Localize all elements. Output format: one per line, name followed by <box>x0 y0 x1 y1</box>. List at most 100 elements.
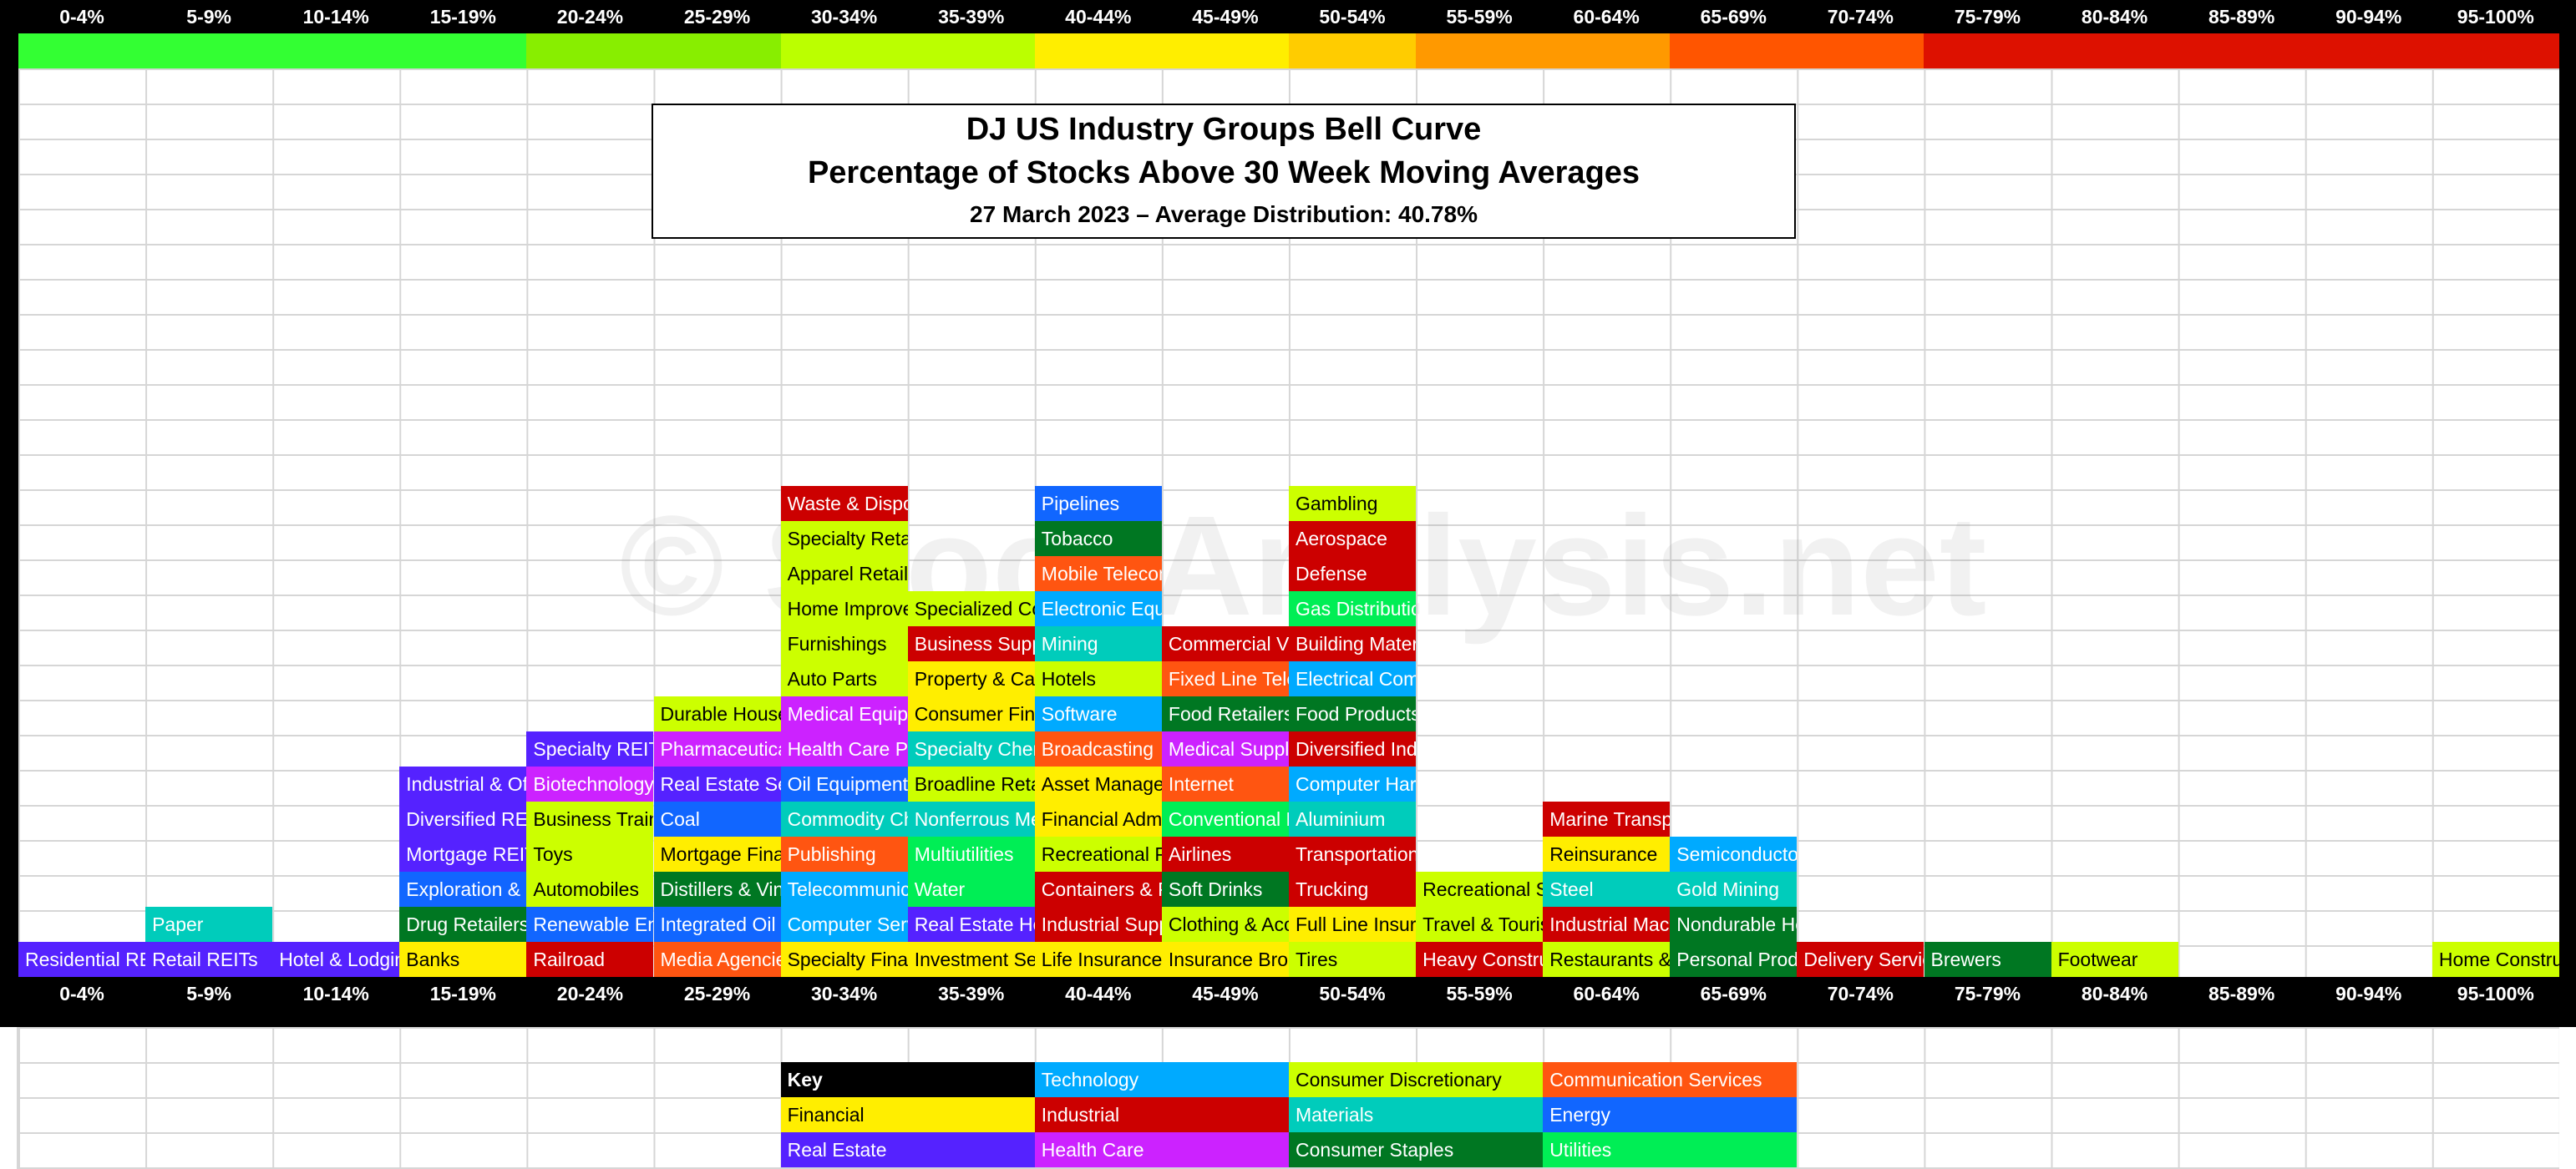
industry-group-cell: Hotels <box>1034 661 1162 696</box>
key-sector-swatch: Health Care <box>1034 1132 1289 1167</box>
footer-range-label: 35-39% <box>938 982 1005 1005</box>
industry-group-cell: Computer Hardware <box>1289 767 1417 802</box>
industry-group-cell: Trucking <box>1289 872 1417 907</box>
industry-group-cell: Brewers <box>1924 942 2051 977</box>
footer-range-label: 40-44% <box>1065 982 1132 1005</box>
header-range-label: 5-9% <box>186 5 231 28</box>
industry-group-cell: Tobacco <box>1034 521 1162 556</box>
industry-group-cell: Diversified Industrials <box>1289 731 1417 767</box>
header-range-label: 30-34% <box>810 5 878 28</box>
industry-group-cell: Property & Casualty <box>907 661 1035 696</box>
industry-group-cell: Industrial Suppliers <box>1034 907 1162 942</box>
industry-group-cell: Personal Products <box>1670 942 1798 977</box>
industry-group-cell: Conventional Electricity <box>1161 802 1289 837</box>
footer-range-label: 45-49% <box>1192 982 1259 1005</box>
industry-group-cell: Furnishings <box>780 626 908 661</box>
footer-range-label: 25-29% <box>683 982 751 1005</box>
industry-group-cell: Electronic Equipment <box>1034 591 1162 626</box>
industry-group-cell: Pharmaceuticals <box>653 731 781 767</box>
key-sector-swatch: Energy <box>1543 1097 1798 1132</box>
key-sector-swatch: Technology <box>1034 1062 1289 1097</box>
industry-group-cell: Computer Services <box>780 907 908 942</box>
industry-group-cell: Consumer Finance <box>907 696 1035 731</box>
range-color-swatch <box>272 33 400 68</box>
range-color-swatch <box>780 33 908 68</box>
industry-group-cells: Residential REITsRetail REITsPaperHotel … <box>18 68 2559 977</box>
industry-group-cell: Delivery Services <box>1797 942 1924 977</box>
footer-range-label: 30-34% <box>810 982 878 1005</box>
header-range-label: 60-64% <box>1573 5 1640 28</box>
industry-group-cell: Durable Household Products <box>653 696 781 731</box>
range-color-swatch <box>2431 33 2559 68</box>
industry-group-cell: Industrial Machinery <box>1543 907 1671 942</box>
industry-group-cell: Coal <box>653 802 781 837</box>
industry-group-cell: Defense <box>1289 556 1417 591</box>
industry-group-cell: Exploration & Production <box>399 872 527 907</box>
industry-group-cell: Residential REITs <box>18 942 146 977</box>
industry-group-cell: Life Insurance <box>1034 942 1162 977</box>
industry-group-cell: Railroad <box>526 942 654 977</box>
range-color-swatch <box>1416 33 1544 68</box>
range-color-swatch <box>2051 33 2178 68</box>
footer-range-label: 75-79% <box>1954 982 2021 1005</box>
header-range-label: 15-19% <box>429 5 496 28</box>
chart-title-box: DJ US Industry Groups Bell Curve Percent… <box>652 104 1796 239</box>
industry-group-cell: Broadline Retailers <box>907 767 1035 802</box>
footer-range-label: 90-94% <box>2335 982 2402 1005</box>
industry-group-cell: Specialty Retailers <box>780 521 908 556</box>
industry-group-cell: Gas Distribution <box>1289 591 1417 626</box>
industry-group-cell: Mortgage REITs <box>399 837 527 872</box>
range-color-swatch <box>653 33 781 68</box>
industry-group-cell: Recreational Products <box>1034 837 1162 872</box>
range-color-swatch <box>2178 33 2305 68</box>
industry-group-cell: Real Estate Holding <box>907 907 1035 942</box>
footer-range-label: 60-64% <box>1573 982 1640 1005</box>
industry-group-cell: Commercial Vehicles <box>1161 626 1289 661</box>
range-color-swatch <box>1670 33 1798 68</box>
header-range-label: 70-74% <box>1827 5 1894 28</box>
industry-group-cell: Building Materials <box>1289 626 1417 661</box>
industry-group-cell: Commodity Chemicals <box>780 802 908 837</box>
industry-group-cell: Renewable Energy <box>526 907 654 942</box>
industry-group-cell: Pipelines <box>1034 486 1162 521</box>
range-color-swatch <box>526 33 654 68</box>
industry-group-cell: Specialized Consumer <box>907 591 1035 626</box>
industry-group-cell: Industrial & Office REITs <box>399 767 527 802</box>
industry-group-cell: Gold Mining <box>1670 872 1798 907</box>
industry-group-cell: Drug Retailers <box>399 907 527 942</box>
industry-group-cell: Mortgage Finance <box>653 837 781 872</box>
industry-group-cell: Automobiles <box>526 872 654 907</box>
range-color-swatch <box>1543 33 1671 68</box>
industry-group-cell: Financial Administration <box>1034 802 1162 837</box>
industry-group-cell: Multiutilities <box>907 837 1035 872</box>
industry-group-cell: Marine Transportation <box>1543 802 1671 837</box>
footer-range-label: 10-14% <box>302 982 369 1005</box>
industry-group-cell: Soft Drinks <box>1161 872 1289 907</box>
industry-group-cell: Steel <box>1543 872 1671 907</box>
industry-group-cell: Mining <box>1034 626 1162 661</box>
header-range-label: 85-89% <box>2208 5 2275 28</box>
header-range-label: 35-39% <box>938 5 1005 28</box>
header-range-label: 0-4% <box>59 5 104 28</box>
range-color-swatch <box>145 33 273 68</box>
header-range-label: 90-94% <box>2335 5 2402 28</box>
industry-group-cell: Mobile Telecommunications <box>1034 556 1162 591</box>
industry-group-cell: Containers & Packaging <box>1034 872 1162 907</box>
key-sector-swatch: Utilities <box>1543 1132 1798 1167</box>
header-range-label: 95-100% <box>2457 5 2534 28</box>
industry-group-cell: Real Estate Services <box>653 767 781 802</box>
industry-group-cell: Recreational Services <box>1416 872 1544 907</box>
header-range-label: 65-69% <box>1700 5 1767 28</box>
range-color-swatch <box>1034 33 1162 68</box>
footer-range-label: 0-4% <box>59 982 104 1005</box>
range-color-swatch <box>1924 33 2051 68</box>
industry-group-cell: Business Training <box>526 802 654 837</box>
header-range-label: 75-79% <box>1954 5 2021 28</box>
header-range-label: 55-59% <box>1446 5 1513 28</box>
industry-group-cell: Biotechnology <box>526 767 654 802</box>
industry-group-cell: Software <box>1034 696 1162 731</box>
industry-group-cell: Insurance Brokers <box>1161 942 1289 977</box>
footer-range-label: 15-19% <box>429 982 496 1005</box>
industry-group-cell: Aluminium <box>1289 802 1417 837</box>
